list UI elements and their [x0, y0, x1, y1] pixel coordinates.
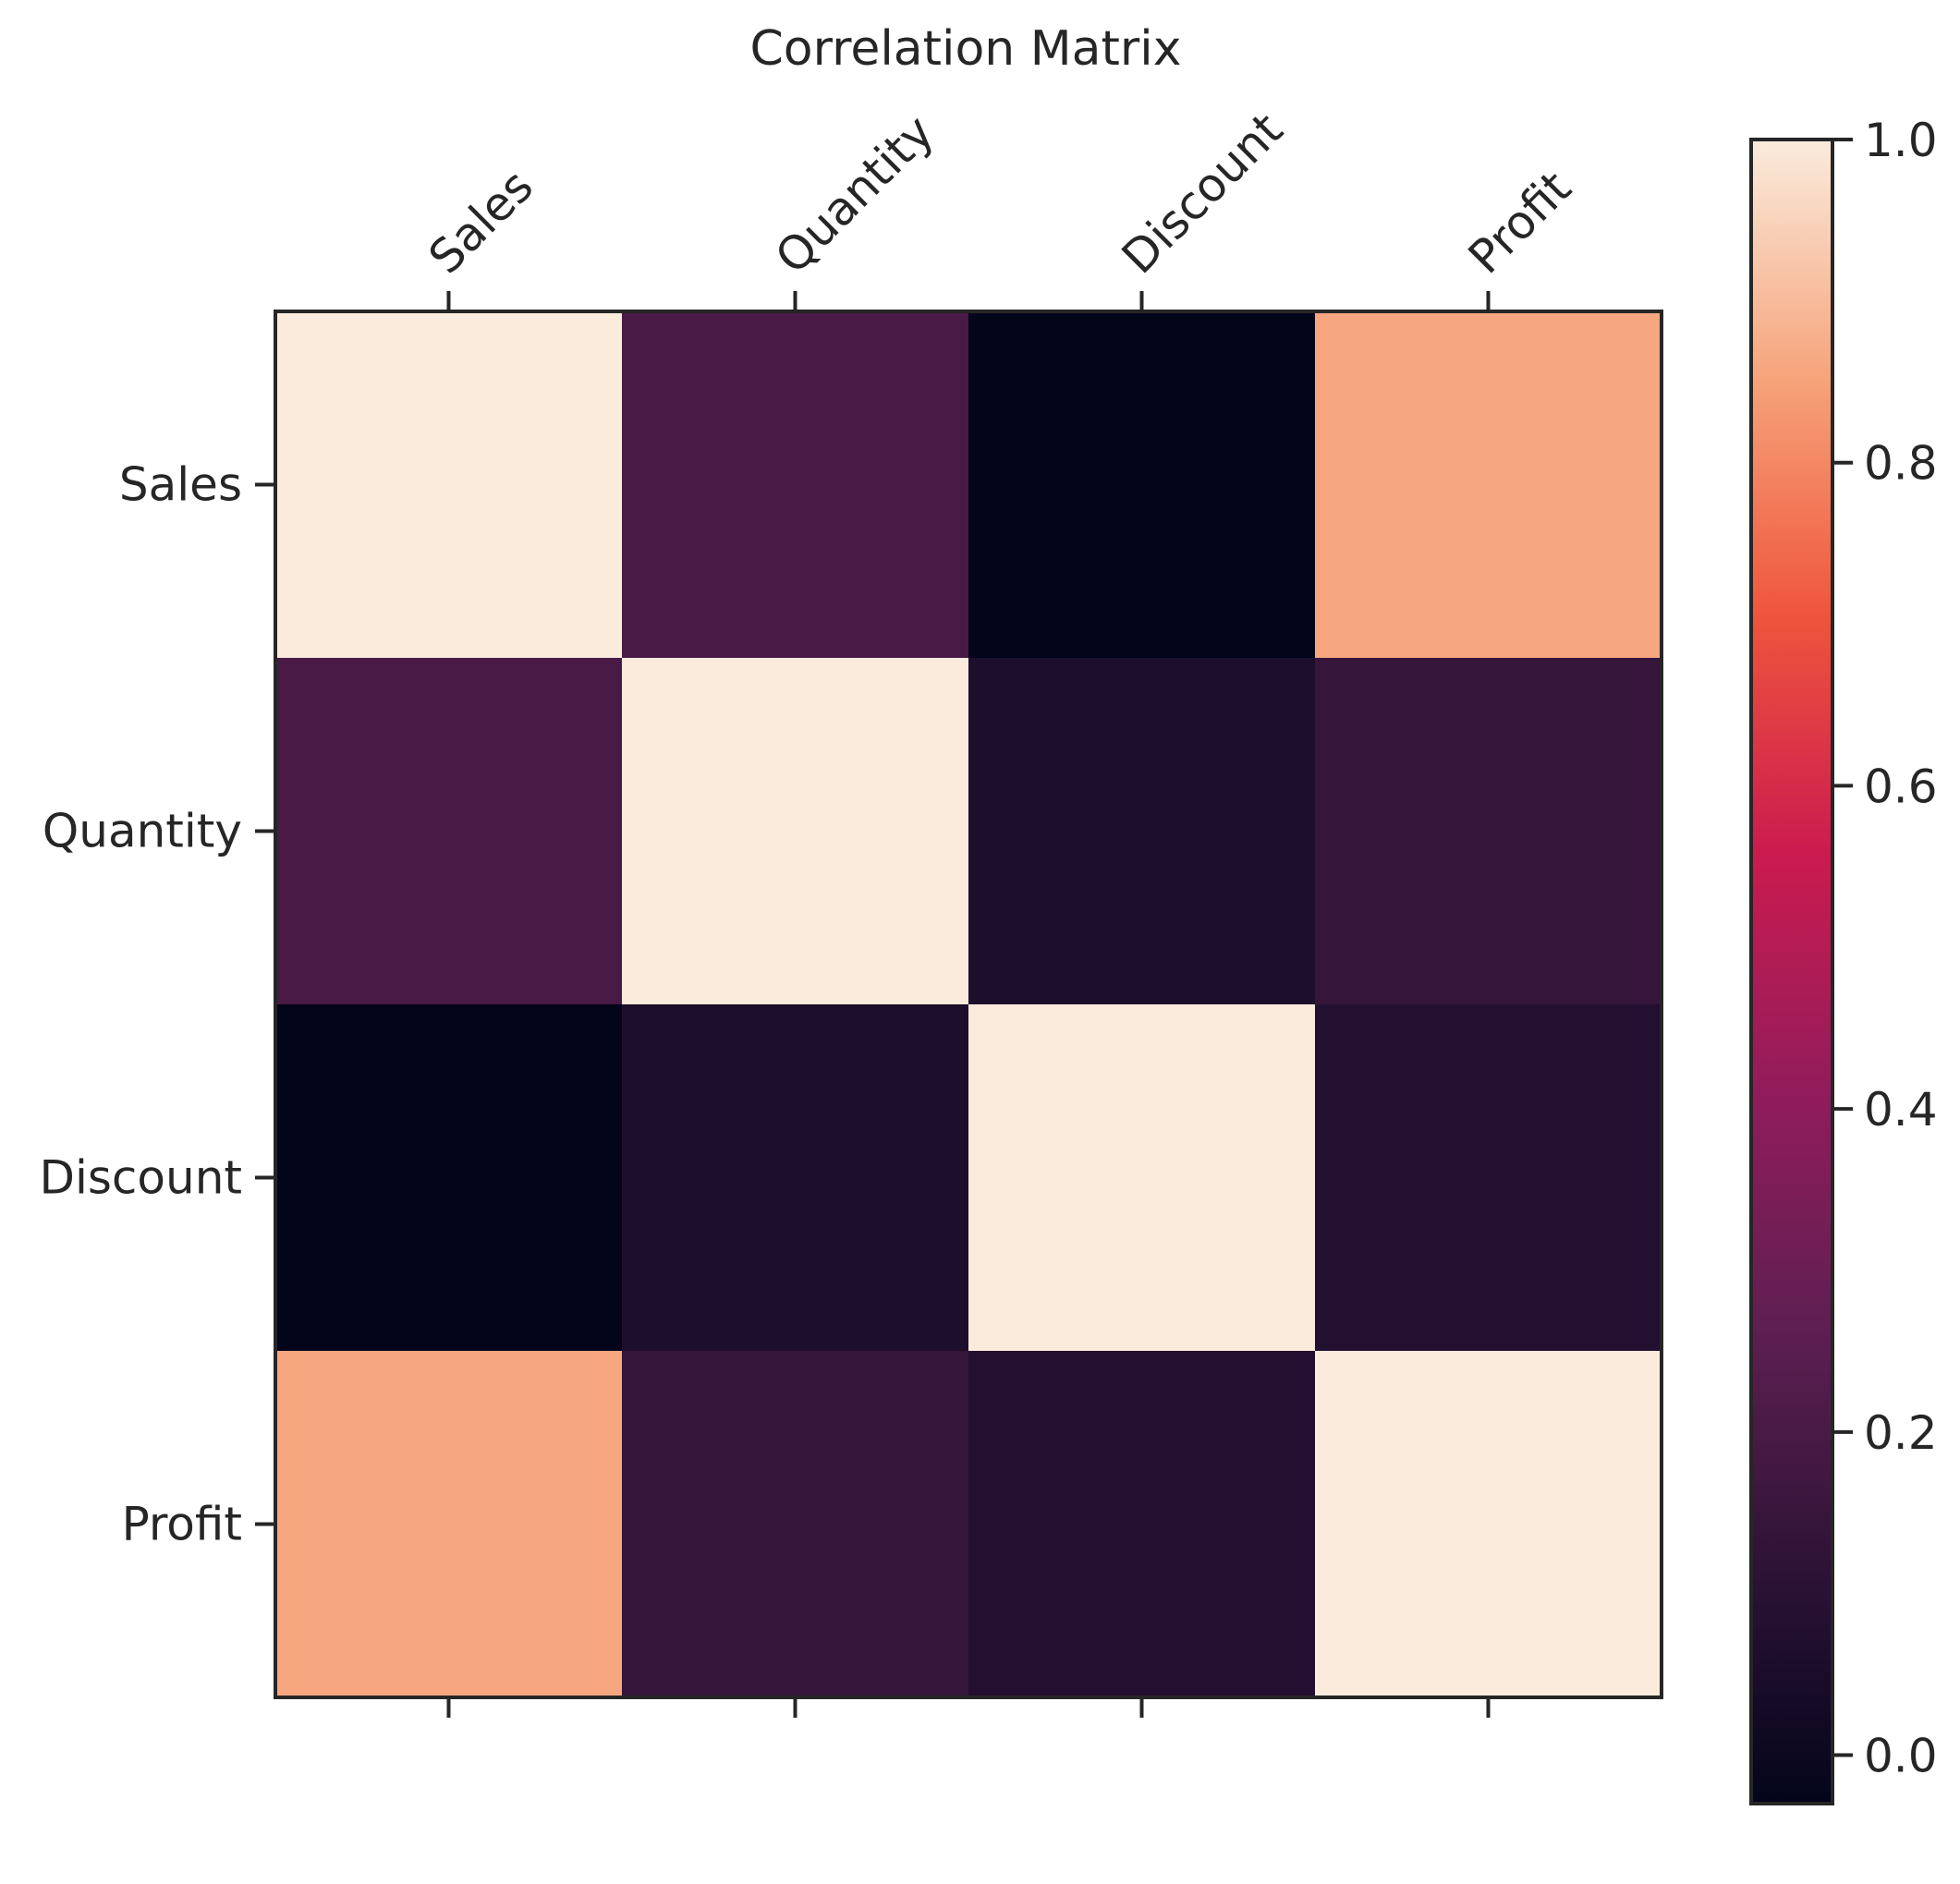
heatmap-cell [1315, 658, 1662, 1005]
y-tick-label: Sales [119, 458, 242, 512]
y-tick-label: Discount [39, 1151, 242, 1205]
heatmap-cell [968, 311, 1316, 659]
heatmap-cell [275, 658, 623, 1005]
heatmap-cell [968, 658, 1316, 1005]
colorbar-frame [1749, 138, 1834, 1805]
x-tick-label: Quantity [765, 105, 944, 285]
heatmap-cell [622, 311, 969, 659]
colorbar-ticks: 0.0 0.2 0.4 0.6 0.8 1.0 [1832, 114, 1938, 1783]
heatmap-cell [622, 658, 969, 1005]
x-axis-ticks [446, 291, 1491, 1718]
chart-title: Correlation Matrix [750, 21, 1182, 77]
heatmap-cell [275, 311, 623, 659]
heatmap-cell [275, 1004, 623, 1352]
y-axis-labels: Sales Quantity Discount Profit [39, 458, 242, 1551]
colorbar-tick-label: 0.6 [1864, 760, 1938, 813]
heatmap-cell [622, 1351, 969, 1698]
y-tick-label: Profit [122, 1498, 242, 1551]
colorbar [1751, 140, 1832, 1804]
y-axis-ticks [255, 482, 275, 1526]
y-tick-label: Quantity [43, 805, 242, 858]
colorbar-tick-label: 0.4 [1864, 1083, 1938, 1136]
heatmap-cells [275, 311, 1662, 1698]
heatmap-cell [1315, 1351, 1662, 1698]
heatmap-cell [968, 1004, 1316, 1352]
heatmap-cell [275, 1351, 623, 1698]
colorbar-tick-label: 0.2 [1864, 1406, 1938, 1460]
x-tick-label: Discount [1112, 103, 1293, 284]
x-tick-label: Profit [1458, 161, 1581, 284]
heatmap-cell [968, 1351, 1316, 1698]
colorbar-tick-label: 0.8 [1864, 437, 1938, 491]
x-tick-label: Sales [419, 159, 543, 284]
x-axis-labels: Sales Quantity Discount Profit [419, 103, 1581, 284]
heatmap-cell [622, 1004, 969, 1352]
colorbar-tick-label: 0.0 [1864, 1730, 1938, 1783]
plot-frame [274, 310, 1663, 1699]
heatmap-cell [1315, 1004, 1662, 1352]
colorbar-tick-label: 1.0 [1864, 114, 1938, 167]
heatmap-cell [1315, 311, 1662, 659]
